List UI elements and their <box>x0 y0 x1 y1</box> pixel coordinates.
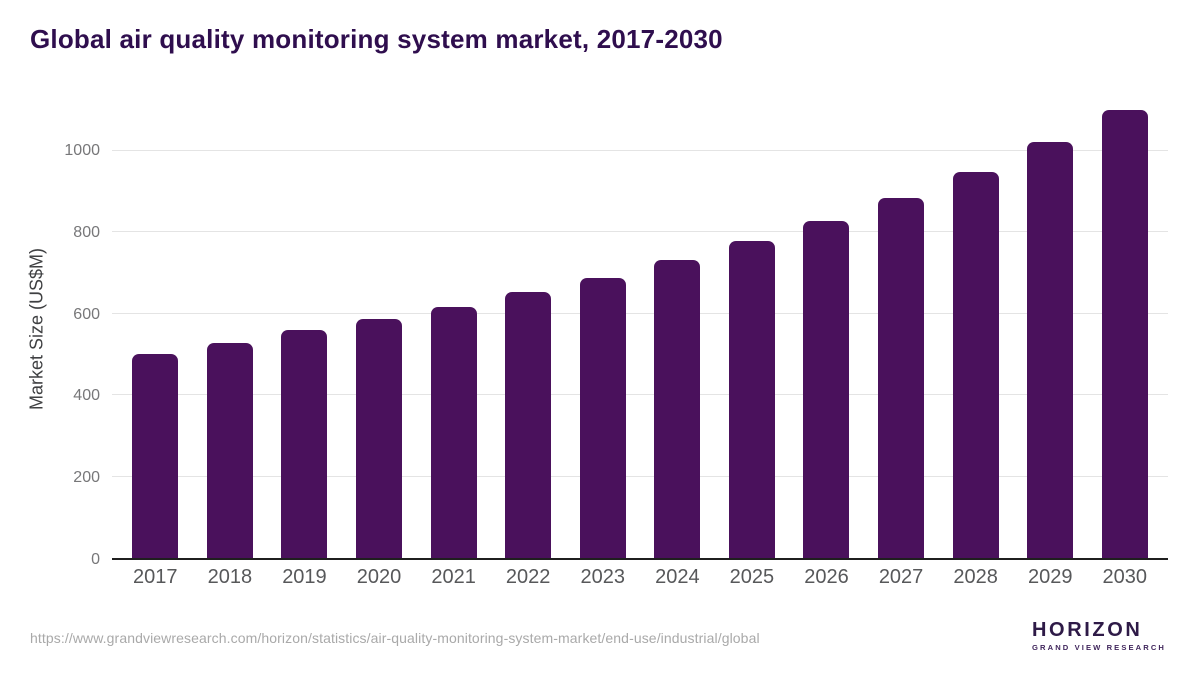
bar-slot-2025 <box>715 98 790 558</box>
x-axis-labels: 2017 2018 2019 2020 2021 2022 2023 2024 2025 2026… <box>112 566 1168 589</box>
gridline-800 <box>112 231 1168 233</box>
logo-subtitle: GRAND VIEW RESEARCH <box>1032 642 1166 652</box>
y-tick-label-600: 600 <box>73 305 100 323</box>
x-label-2024: 2024 <box>655 566 700 588</box>
y-tick-label-1000: 1000 <box>64 142 100 160</box>
bar-series <box>112 98 1168 558</box>
bar-2020[interactable] <box>356 318 403 558</box>
bar-slot-2023 <box>565 98 640 558</box>
y-tick-label-200: 200 <box>73 469 100 487</box>
horizon-logo-icon <box>986 617 1023 654</box>
x-label-2025: 2025 <box>729 566 775 588</box>
bar-slot-2029 <box>1013 98 1088 558</box>
bar-2026[interactable] <box>803 220 850 558</box>
chart-title: Global air quality monitoring system mar… <box>30 24 723 54</box>
bar-2024[interactable] <box>654 260 701 558</box>
bar-slot-2021 <box>416 98 491 558</box>
bar-2019[interactable] <box>281 330 328 558</box>
gridline-400 <box>112 394 1168 396</box>
bar-2017[interactable] <box>132 353 179 558</box>
x-label-2019: 2019 <box>282 566 327 588</box>
logo-sun <box>996 627 1013 636</box>
bar-2028[interactable] <box>952 172 999 558</box>
gridline-200 <box>112 475 1168 477</box>
x-label-2028: 2028 <box>953 566 998 588</box>
bar-slot-2028 <box>938 98 1013 558</box>
bar-2022[interactable] <box>505 292 552 558</box>
logo-text: HORIZON GRAND VIEW RESEARCH <box>1032 620 1166 652</box>
source-url: https://www.grandviewresearch.com/horizo… <box>30 630 760 646</box>
bar-slot-2018 <box>193 98 268 558</box>
bar-slot-2027 <box>864 98 939 558</box>
x-label-2027: 2027 <box>878 566 924 588</box>
y-tick-label-0: 0 <box>91 551 100 568</box>
bar-2018[interactable] <box>206 343 253 558</box>
bar-slot-2026 <box>789 98 864 558</box>
bar-slot-2019 <box>267 98 342 558</box>
bar-2021[interactable] <box>430 306 477 558</box>
y-tick-label-800: 800 <box>73 223 100 241</box>
bar-2025[interactable] <box>728 240 775 558</box>
logo-ripple <box>997 638 1012 641</box>
bar-slot-2022 <box>491 98 566 558</box>
bar-2027[interactable] <box>878 197 925 558</box>
bar-slot-2020 <box>342 98 417 558</box>
bar-slot-2030 <box>1088 98 1163 558</box>
logo-name: HORIZON <box>1032 618 1143 641</box>
x-label-2020: 2020 <box>356 566 402 588</box>
y-axis-tick-labels: 0 200 400 600 800 1000 <box>0 98 100 568</box>
x-label-2029: 2029 <box>1027 566 1073 588</box>
x-label-2030: 2030 <box>1102 566 1148 588</box>
gridline-1000 <box>112 149 1168 151</box>
gridline-600 <box>112 312 1168 314</box>
y-tick-label-400: 400 <box>73 387 100 405</box>
bar-2030[interactable] <box>1101 110 1148 558</box>
bar-2023[interactable] <box>579 277 626 558</box>
plot-area <box>112 98 1168 560</box>
x-label-2023: 2023 <box>580 566 626 588</box>
x-label-2021: 2021 <box>431 566 476 588</box>
horizon-logo[interactable]: HORIZON GRAND VIEW RESEARCH <box>986 617 1166 654</box>
bar-slot-2024 <box>640 98 715 558</box>
logo-ripple <box>1000 643 1009 646</box>
x-label-2017: 2017 <box>133 566 178 588</box>
bar-slot-2017 <box>118 98 193 558</box>
x-label-2022: 2022 <box>505 566 551 588</box>
bar-2029[interactable] <box>1027 141 1074 558</box>
x-label-2018: 2018 <box>207 566 253 588</box>
x-label-2026: 2026 <box>804 566 849 588</box>
